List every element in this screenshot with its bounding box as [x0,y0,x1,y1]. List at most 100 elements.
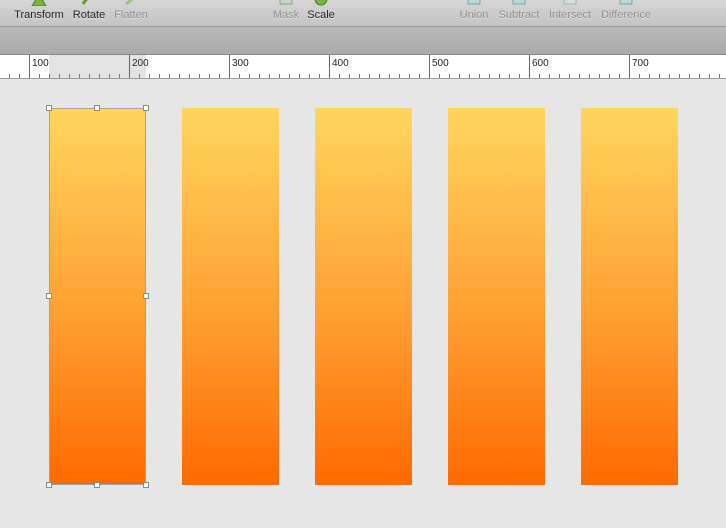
ruler-minor-tick [689,74,690,78]
gradient-rectangle[interactable] [182,108,279,485]
ruler-minor-tick [179,74,180,78]
ruler-minor-tick [419,74,420,78]
ruler-minor-tick [389,74,390,78]
ruler-minor-tick [519,74,520,78]
ruler-minor-tick [39,74,40,78]
ruler-minor-tick [409,74,410,78]
ruler-minor-tick [279,74,280,78]
ruler-minor-tick [639,74,640,78]
ruler-minor-tick [89,74,90,78]
intersect-button[interactable]: Intersect [547,0,593,27]
ruler-minor-tick [319,74,320,78]
mask-button[interactable]: Mask [272,0,300,27]
ruler-minor-tick [69,74,70,78]
subtract-button[interactable]: Subtract [497,0,541,27]
ruler-minor-tick [669,74,670,78]
ruler-minor-tick [269,74,270,78]
ruler-label: 600 [532,58,549,69]
subtract-icon [512,0,526,5]
ruler-minor-tick [479,74,480,78]
union-label: Union [459,9,489,21]
ruler-label: 300 [232,58,249,69]
ruler-minor-tick [359,74,360,78]
difference-icon [619,0,633,5]
ruler-major-tick [229,55,230,78]
scale-label: Scale [307,9,335,21]
ruler-major-tick [429,55,430,78]
canvas[interactable] [0,79,726,528]
ruler-minor-tick [449,74,450,78]
ruler-minor-tick [259,74,260,78]
ruler-minor-tick [549,74,550,78]
ruler-minor-tick [619,74,620,78]
ruler-minor-tick [309,74,310,78]
intersect-icon [563,0,577,5]
ruler-minor-tick [719,74,720,78]
ruler-minor-tick [469,74,470,78]
resize-handle-left[interactable] [46,293,52,299]
flatten-label: Flatten [114,9,148,21]
scale-button[interactable]: Scale [306,0,336,27]
mask-icon [279,0,293,5]
ruler-minor-tick [539,74,540,78]
ruler-minor-tick [499,74,500,78]
resize-handle-bottom-left[interactable] [46,482,52,488]
ruler-minor-tick [679,74,680,78]
rotate-button[interactable]: Rotate [72,0,106,27]
ruler-major-tick [529,55,530,78]
ruler-minor-tick [659,74,660,78]
resize-handle-right[interactable] [143,293,149,299]
ruler-minor-tick [149,74,150,78]
ruler-minor-tick [49,74,50,78]
resize-handle-top[interactable] [94,105,100,111]
rotate-label: Rotate [72,9,106,21]
horizontal-ruler[interactable]: 100 200 300 400 500 600 700 [0,55,726,79]
flatten-icon [125,0,134,6]
ruler-minor-tick [199,74,200,78]
resize-handle-top-right[interactable] [143,105,149,111]
flatten-button[interactable]: Flatten [113,0,149,27]
resize-handle-bottom[interactable] [94,482,100,488]
gradient-rectangle[interactable] [581,108,678,485]
ruler-minor-tick [169,74,170,78]
ruler-minor-tick [139,74,140,78]
gradient-rectangle[interactable] [49,108,146,485]
ruler-minor-tick [79,74,80,78]
ruler-label: 500 [432,58,449,69]
ruler-minor-tick [239,74,240,78]
ruler-minor-tick [119,74,120,78]
ruler-minor-tick [59,74,60,78]
ruler-minor-tick [189,74,190,78]
ruler-minor-tick [209,74,210,78]
resize-handle-top-left[interactable] [46,105,52,111]
gradient-rectangle[interactable] [448,108,545,485]
ruler-minor-tick [299,74,300,78]
resize-handle-bottom-right[interactable] [143,482,149,488]
ruler-minor-tick [709,74,710,78]
transform-button[interactable]: Transform [12,0,66,27]
ruler-minor-tick [219,74,220,78]
ruler-minor-tick [369,74,370,78]
ruler-minor-tick [599,74,600,78]
scale-icon [314,0,328,6]
ruler-major-tick [129,55,130,78]
ruler-minor-tick [699,74,700,78]
ruler-selection-highlight [49,55,146,78]
ruler-minor-tick [569,74,570,78]
ruler-minor-tick [649,74,650,78]
subtract-label: Subtract [498,9,540,21]
union-button[interactable]: Union [458,0,490,27]
ruler-label: 400 [332,58,349,69]
ruler-minor-tick [9,74,10,78]
ruler-minor-tick [159,74,160,78]
ruler-label: 700 [632,58,649,69]
ruler-minor-tick [349,74,350,78]
ruler-minor-tick [99,74,100,78]
gradient-rectangle[interactable] [315,108,412,485]
difference-button[interactable]: Difference [599,0,653,27]
ruler-label: 200 [132,58,149,69]
inspector-bar [0,27,726,55]
ruler-minor-tick [589,74,590,78]
ruler-minor-tick [289,74,290,78]
ruler-minor-tick [609,74,610,78]
